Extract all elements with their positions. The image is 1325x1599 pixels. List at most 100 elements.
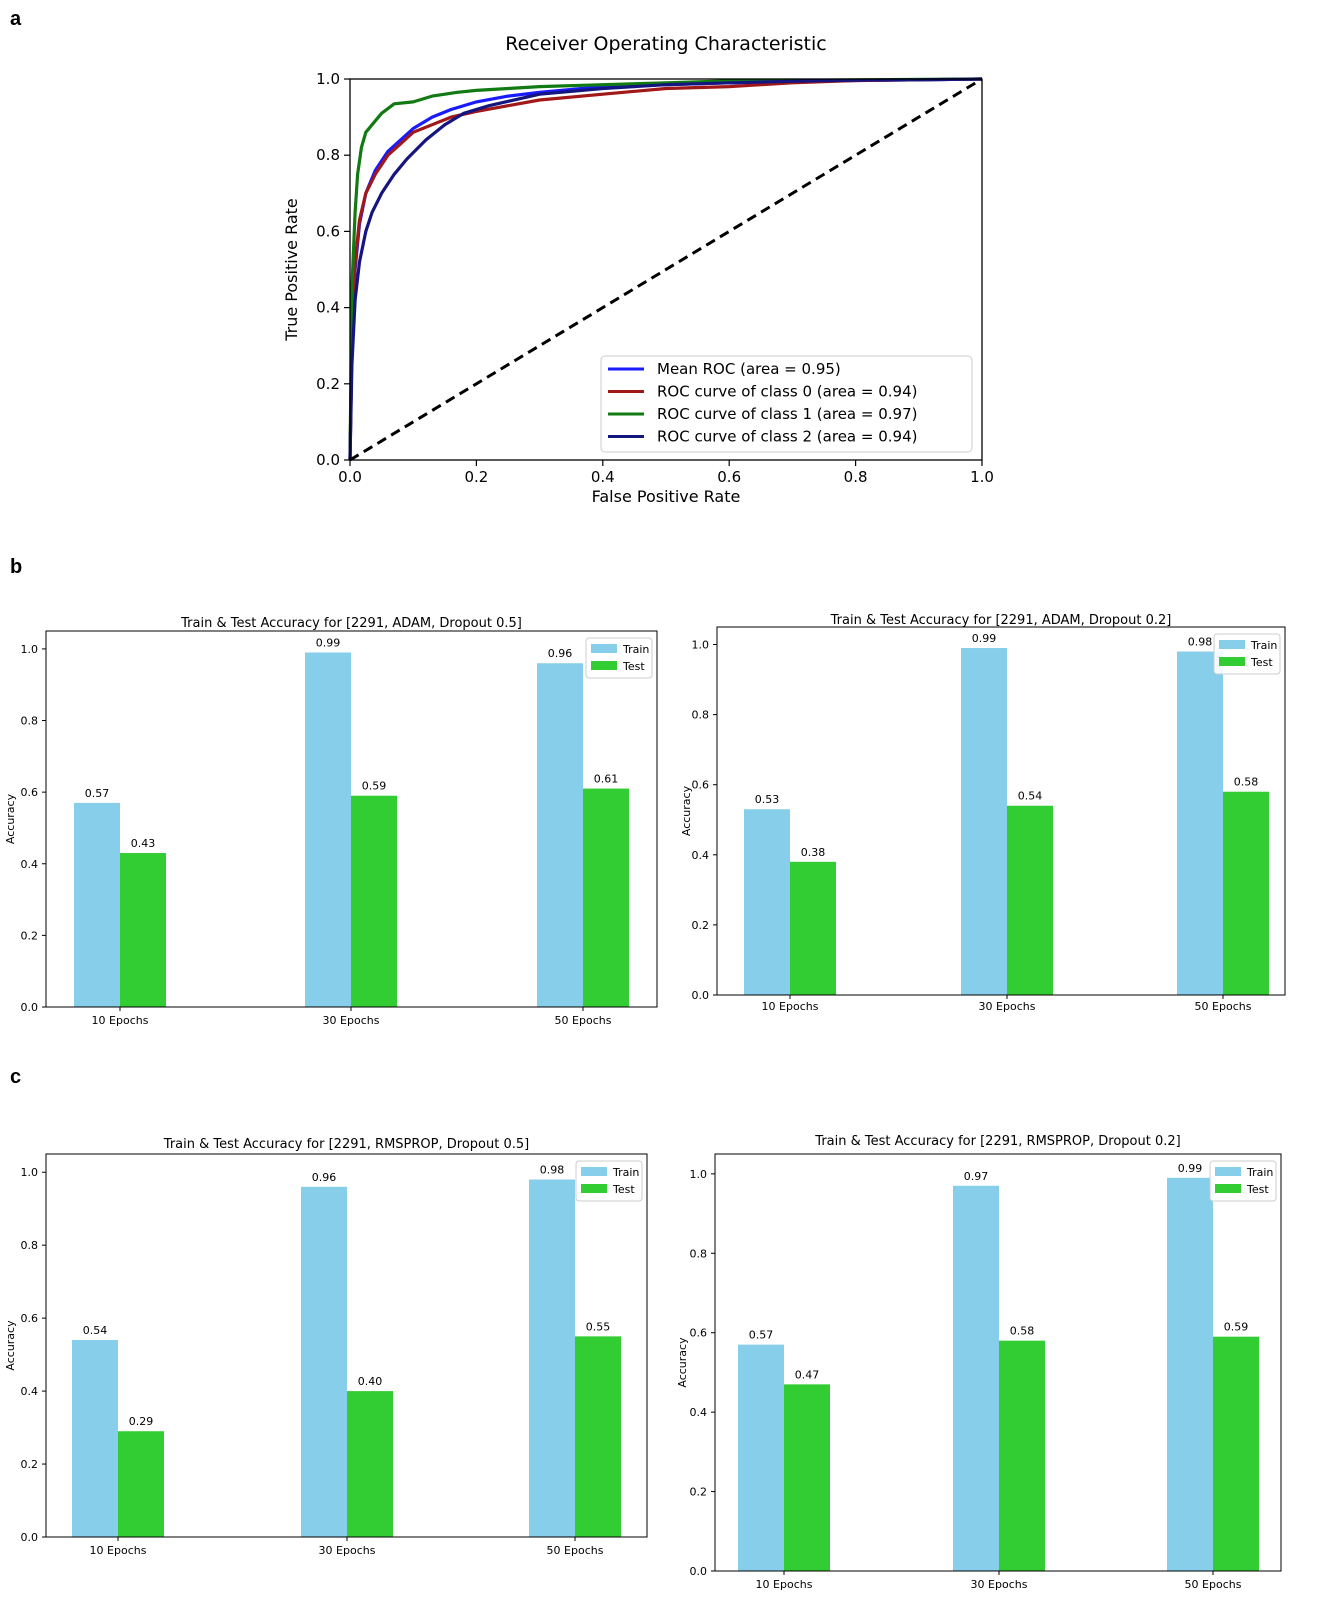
bar-legend-label: Train <box>612 1166 639 1179</box>
bar-x-tick-label: 50 Epochs <box>547 1544 604 1557</box>
bar-value-label: 0.98 <box>540 1164 565 1177</box>
bar-y-axis-label: Accuracy <box>4 793 17 844</box>
bar-chart-title: Train & Test Accuracy for [2291, RMSPROP… <box>163 1137 529 1152</box>
bar-value-label: 0.53 <box>755 793 780 806</box>
roc-x-tick-label: 0.4 <box>591 468 615 486</box>
bar-value-label: 0.99 <box>1178 1162 1203 1175</box>
bar-legend-label: Test <box>1246 1183 1269 1196</box>
roc-series-line-3 <box>348 77 983 461</box>
bar-y-tick-label: 0.4 <box>21 1385 39 1398</box>
bar-y-tick-label: 0.8 <box>21 1239 39 1252</box>
bar-value-label: 0.99 <box>972 632 997 645</box>
bar-y-tick-label: 0.0 <box>692 989 710 1002</box>
bar-value-label: 0.57 <box>85 787 110 800</box>
roc-x-tick-label: 0.0 <box>338 468 362 486</box>
bar-test-2 <box>1007 805 1053 995</box>
bar-y-tick-label: 0.2 <box>692 919 710 932</box>
bar-value-label: 0.98 <box>1188 636 1213 649</box>
bar-value-label: 0.54 <box>1018 790 1043 803</box>
roc-legend-box <box>600 355 973 453</box>
bar-train-3 <box>1167 1177 1213 1571</box>
bar-value-label: 0.59 <box>362 780 387 793</box>
bar-test-2 <box>999 1340 1045 1571</box>
roc-x-tick-label: 0.6 <box>717 468 741 486</box>
bar-value-label: 0.57 <box>749 1329 774 1342</box>
bar-y-tick-label: 0.6 <box>692 779 710 792</box>
bar-legend-label: Test <box>622 660 645 673</box>
bar-train-3 <box>537 663 583 1007</box>
bar-test-3 <box>1213 1336 1259 1571</box>
panel-label-b: b <box>10 556 23 578</box>
bar-train-1 <box>738 1344 784 1571</box>
bar-x-tick-label: 50 Epochs <box>1195 1000 1252 1013</box>
bar-value-label: 0.97 <box>964 1170 989 1183</box>
bar-value-label: 0.47 <box>795 1368 820 1381</box>
bar-test-1 <box>118 1431 164 1537</box>
roc-plot-frame <box>349 78 983 461</box>
bar-x-tick-label: 30 Epochs <box>971 1578 1028 1591</box>
bar-test-2 <box>351 795 397 1007</box>
panel-label-c: c <box>10 1066 22 1088</box>
bar-y-tick-label: 0.6 <box>21 786 39 799</box>
bar-legend-swatch-test <box>1215 1184 1241 1193</box>
bar-y-tick-label: 0.8 <box>690 1247 708 1260</box>
bar-chart-title: Train & Test Accuracy for [2291, ADAM, D… <box>180 616 522 631</box>
bar-test-2 <box>347 1391 393 1537</box>
bar-y-tick-label: 0.2 <box>690 1486 708 1499</box>
bar-y-tick-label: 1.0 <box>692 639 710 652</box>
bar-x-tick-label: 30 Epochs <box>979 1000 1036 1013</box>
bar-value-label: 0.96 <box>312 1171 337 1184</box>
bar-value-label: 0.43 <box>131 837 156 850</box>
bar-y-axis-label: Accuracy <box>4 1320 17 1371</box>
bar-x-tick-label: 30 Epochs <box>319 1544 376 1557</box>
bar-y-tick-label: 0.8 <box>692 709 710 722</box>
roc-y-tick-label: 1.0 <box>316 70 340 88</box>
bar-y-tick-label: 0.0 <box>21 1531 39 1544</box>
bar-y-tick-label: 0.6 <box>21 1312 39 1325</box>
roc-chance-line <box>349 77 983 462</box>
bar-legend-swatch-train <box>581 1167 607 1176</box>
bar-plot-frame <box>714 1153 1282 1572</box>
roc-y-tick-label: 0.0 <box>316 451 340 469</box>
bar-y-tick-label: 0.4 <box>21 858 39 871</box>
bar-legend-label: Train <box>1246 1166 1273 1179</box>
roc-y-tick-label: 0.4 <box>316 299 340 317</box>
bar-y-axis-label: Accuracy <box>680 785 693 836</box>
bar-y-tick-label: 0.0 <box>21 1001 39 1014</box>
panel-label-a: a <box>10 8 22 30</box>
bar-train-2 <box>953 1185 999 1571</box>
bar-y-tick-label: 1.0 <box>21 643 39 656</box>
bar-y-tick-label: 0.0 <box>690 1565 708 1578</box>
bar-test-3 <box>1223 791 1269 995</box>
bar-value-label: 0.61 <box>594 773 619 786</box>
bar-y-axis-label: Accuracy <box>676 1337 689 1388</box>
bar-test-1 <box>120 853 166 1007</box>
bar-test-1 <box>790 861 836 995</box>
bar-legend-swatch-test <box>581 1184 607 1193</box>
roc-y-tick-label: 0.6 <box>316 222 340 240</box>
bar-x-tick-label: 10 Epochs <box>92 1014 149 1027</box>
bar-train-2 <box>305 652 351 1007</box>
bar-legend-label: Test <box>612 1183 635 1196</box>
bar-legend-swatch-train <box>591 644 617 653</box>
bar-plot-frame <box>45 1153 648 1538</box>
bar-legend-swatch-train <box>1219 640 1245 649</box>
bar-value-label: 0.55 <box>586 1320 611 1333</box>
bar-train-2 <box>301 1186 347 1537</box>
bar-test-3 <box>575 1336 621 1537</box>
bar-y-tick-label: 1.0 <box>21 1166 39 1179</box>
bar-legend-label: Train <box>622 643 649 656</box>
roc-y-tick-label: 0.2 <box>316 375 340 393</box>
roc-x-tick-label: 0.8 <box>844 468 868 486</box>
bar-train-1 <box>744 809 790 995</box>
bar-chart-title: Train & Test Accuracy for [2291, RMSPROP… <box>814 1134 1180 1149</box>
roc-legend-label-0: Mean ROC (area = 0.95) <box>657 360 841 378</box>
bar-x-tick-label: 10 Epochs <box>90 1544 147 1557</box>
bar-y-tick-label: 0.4 <box>690 1406 708 1419</box>
roc-x-tick-label: 1.0 <box>970 468 994 486</box>
bar-y-tick-label: 1.0 <box>690 1168 708 1181</box>
bar-y-tick-label: 0.8 <box>21 715 39 728</box>
bar-value-label: 0.96 <box>548 647 573 660</box>
bar-x-tick-label: 10 Epochs <box>762 1000 819 1013</box>
